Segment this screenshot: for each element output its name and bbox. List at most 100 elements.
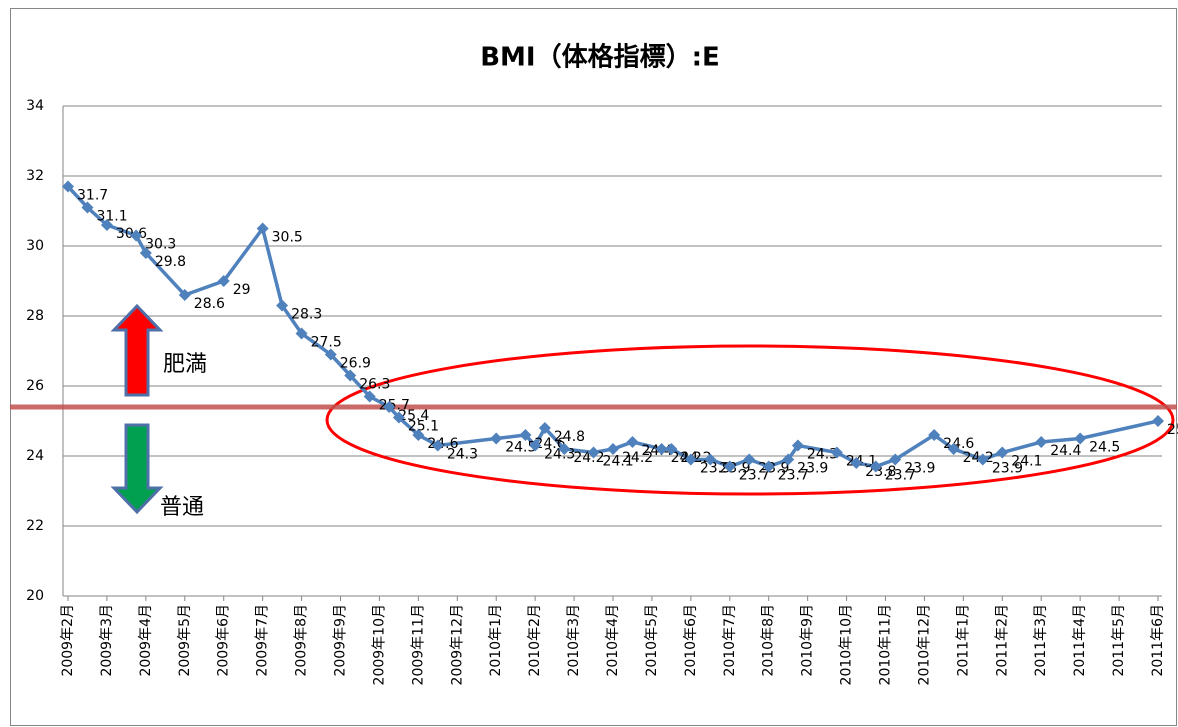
data-label: 23.7 xyxy=(739,468,770,484)
marker xyxy=(782,453,795,466)
data-label: 24.4 xyxy=(1050,443,1081,459)
x-tick-label: 2011年2月 xyxy=(994,604,1010,677)
marker xyxy=(412,429,425,441)
x-tick-label: 2009年6月 xyxy=(216,604,232,677)
marker xyxy=(324,348,337,361)
marker xyxy=(607,443,619,455)
y-tick-label: 30 xyxy=(26,238,44,254)
marker xyxy=(684,453,697,466)
data-label: 24.1 xyxy=(603,454,634,470)
marker xyxy=(490,432,503,445)
marker xyxy=(626,436,639,448)
marker xyxy=(704,453,717,466)
up-arrow xyxy=(110,303,164,397)
x-tick-label: 2009年10月 xyxy=(371,604,387,685)
annotation-below: 普通 xyxy=(160,495,204,520)
x-tick-label: 2009年8月 xyxy=(294,604,310,677)
marker xyxy=(743,453,756,466)
data-label: 23.7 xyxy=(885,468,916,484)
marker xyxy=(723,460,736,473)
x-tick-label: 2011年6月 xyxy=(1150,604,1166,677)
marker xyxy=(762,460,775,473)
marker xyxy=(295,327,308,340)
y-tick-label: 28 xyxy=(26,308,44,324)
x-tick-label: 2010年8月 xyxy=(761,604,777,677)
data-label: 27.5 xyxy=(311,335,342,351)
marker xyxy=(130,229,143,242)
x-tick-label: 2010年6月 xyxy=(683,604,699,677)
marker xyxy=(538,422,551,434)
marker xyxy=(928,429,941,441)
y-tick-label: 26 xyxy=(26,378,44,394)
marker xyxy=(139,247,152,259)
data-label: 26.3 xyxy=(359,377,390,393)
marker xyxy=(976,453,989,466)
marker xyxy=(100,219,113,231)
x-tick-label: 2009年7月 xyxy=(255,604,271,677)
data-label: 24.6 xyxy=(534,436,565,452)
plot-area: 20 22 24 26 28 30 32 34 2009年2月 2009年3月 2009年4月 200… xyxy=(26,98,1166,685)
x-tick-label: 2011年1月 xyxy=(955,604,971,677)
data-label: 31.1 xyxy=(96,209,127,225)
x-tick-label: 2010年12月 xyxy=(916,604,932,685)
x-tick-label: 2009年9月 xyxy=(333,604,349,677)
data-label: 24.2 xyxy=(622,450,653,466)
data-label: 23.9 xyxy=(904,461,935,477)
marker xyxy=(791,439,804,452)
data-label: 23.9 xyxy=(700,461,731,477)
marker xyxy=(256,222,269,235)
data-label: 30.3 xyxy=(145,237,176,253)
x-tick-label: 2010年2月 xyxy=(527,604,543,677)
x-tick-label: 2009年11月 xyxy=(410,604,426,685)
data-label: 24.5 xyxy=(1089,440,1120,456)
marker xyxy=(383,401,396,413)
x-tick-label: 2009年4月 xyxy=(138,604,154,677)
data-label: 24.5 xyxy=(505,440,536,456)
data-label: 30.6 xyxy=(116,226,147,242)
marker xyxy=(1152,415,1164,427)
marker xyxy=(431,439,444,452)
y-tick-label: 34 xyxy=(26,98,44,114)
marker xyxy=(947,443,960,455)
data-label: 24.3 xyxy=(807,447,838,463)
x-tick-label: 2010年5月 xyxy=(644,604,660,677)
data-label: 29.8 xyxy=(155,254,186,270)
x-tick-label: 2011年4月 xyxy=(1072,604,1088,677)
data-label: 28.6 xyxy=(194,296,225,312)
data-label: 31.7 xyxy=(77,188,108,204)
x-tick-label: 2009年2月 xyxy=(60,604,76,677)
marker xyxy=(558,443,571,455)
x-tick-label: 2011年3月 xyxy=(1033,604,1049,677)
data-label: 24.8 xyxy=(554,429,585,445)
x-tick-label: 2010年10月 xyxy=(839,604,855,685)
y-tick-label: 22 xyxy=(26,518,44,534)
x-tick-label: 2009年5月 xyxy=(177,604,193,677)
marker xyxy=(276,299,289,312)
data-label: 23.9 xyxy=(992,461,1023,477)
data-label: 23.9 xyxy=(797,461,828,477)
x-tick-label: 2010年9月 xyxy=(800,604,816,677)
data-label: 23.7 xyxy=(778,468,809,484)
marker xyxy=(869,460,882,473)
marker xyxy=(62,180,74,193)
marker xyxy=(178,289,191,301)
data-label: 30.5 xyxy=(272,230,303,246)
x-tick-label: 2010年7月 xyxy=(722,604,738,677)
marker xyxy=(363,390,376,403)
marker xyxy=(344,369,357,382)
data-label: 25.4 xyxy=(398,408,429,424)
marker xyxy=(529,439,542,452)
marker xyxy=(1035,436,1048,448)
marker xyxy=(665,443,678,455)
annotation-above: 肥満 xyxy=(163,352,207,377)
marker xyxy=(1074,432,1087,445)
x-tick-label: 2010年11月 xyxy=(878,604,894,685)
x-tick-label: 2009年12月 xyxy=(449,604,465,685)
data-label: 28.3 xyxy=(291,307,322,323)
data-label: 25.1 xyxy=(408,419,439,435)
y-tick-label: 32 xyxy=(26,168,44,184)
y-tick-label: 20 xyxy=(26,588,44,604)
chart-frame xyxy=(10,8,1177,726)
data-label: 26.9 xyxy=(340,356,371,372)
